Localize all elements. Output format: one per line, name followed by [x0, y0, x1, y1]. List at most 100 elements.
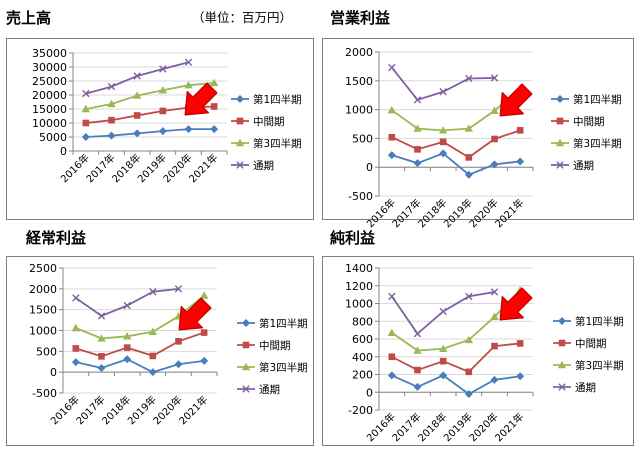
legend-label-q3-operating-profit: 第3四半期 — [573, 137, 622, 150]
legend-label-full-sales: 通期 — [253, 160, 274, 172]
ytick-label-ordinary-profit: 1500 — [29, 304, 57, 317]
legend-swatch-marker-q3-sales — [235, 138, 245, 147]
data-point-full-net-profit — [465, 292, 473, 301]
series-q3-sales — [81, 78, 219, 113]
data-point-q1-sales — [81, 133, 90, 141]
series-line-full-operating-profit — [391, 66, 495, 101]
data-point-q1-operating-profit — [413, 159, 422, 168]
data-point-q1-net-profit — [439, 371, 448, 380]
series-full-operating-profit — [388, 63, 499, 104]
data-point-q1-ordinary-profit — [123, 355, 132, 364]
data-point-interim-operating-profit — [439, 138, 447, 146]
data-point-interim-ordinary-profit — [200, 329, 208, 336]
data-point-full-operating-profit — [439, 88, 447, 96]
legend-label-q1-net-profit: 第1四半期 — [575, 315, 624, 328]
data-point-q3-operating-profit — [438, 126, 448, 134]
data-point-q1-operating-profit — [464, 170, 473, 179]
data-point-q3-ordinary-profit — [97, 334, 106, 342]
data-point-interim-sales — [133, 112, 141, 119]
legend-item-interim-net-profit: 中間期 — [553, 337, 607, 350]
data-point-q1-net-profit — [490, 375, 499, 384]
data-point-full-operating-profit — [490, 74, 499, 82]
data-point-q3-net-profit — [438, 344, 448, 352]
legend-label-q1-operating-profit: 第1四半期 — [573, 93, 622, 106]
series-q3-net-profit — [387, 285, 525, 354]
data-point-q3-net-profit — [464, 335, 474, 344]
legend-label-q1-sales: 第1四半期 — [253, 93, 302, 106]
ytick-label-sales: 5000 — [39, 131, 67, 144]
data-point-interim-net-profit — [491, 342, 498, 350]
data-point-q3-sales — [81, 104, 91, 113]
series-line-full-ordinary-profit — [75, 287, 179, 317]
data-point-full-sales — [159, 65, 167, 73]
chart-svg-net-profit: -20002004006008001000120014002016年2017年2… — [345, 262, 624, 444]
legend-item-full-net-profit: 通期 — [553, 382, 596, 394]
data-point-q3-ordinary-profit — [122, 332, 132, 340]
data-point-q1-sales — [158, 127, 167, 136]
red-arrow-icon-ordinary-profit — [178, 297, 212, 331]
data-point-q1-net-profit — [516, 372, 525, 381]
series-line-interim-net-profit — [391, 342, 521, 373]
ytick-label-operating-profit: 0 — [366, 161, 373, 174]
data-point-interim-sales — [108, 116, 115, 124]
data-point-q1-net-profit — [464, 390, 473, 399]
legend-label-interim-operating-profit: 中間期 — [573, 115, 605, 128]
series-q1-net-profit — [387, 371, 525, 399]
series-q3-operating-profit — [387, 84, 525, 134]
data-point-interim-operating-profit — [388, 133, 396, 141]
chart-svg-ordinary-profit: -500050010001500200025002016年2017年2018年2… — [29, 262, 308, 427]
chart-panel-ordinary-profit: -500 0 500 1000 1500 2000 2500 2016年 2017年 2018年 2… — [6, 256, 314, 446]
ytick-label-operating-profit: 2000 — [345, 46, 373, 59]
data-point-interim-ordinary-profit — [175, 338, 182, 345]
data-point-q3-operating-profit — [413, 124, 422, 132]
ytick-label-sales: 0 — [60, 145, 67, 158]
legend-label-q1-ordinary-profit: 第1四半期 — [259, 317, 308, 330]
series-q1-sales — [81, 125, 219, 141]
data-point-interim-net-profit — [465, 368, 473, 376]
data-point-q1-sales — [107, 131, 116, 140]
legend-swatch-marker-interim-net-profit — [558, 339, 566, 347]
legend-item-interim-operating-profit: 中間期 — [551, 115, 605, 128]
data-point-interim-net-profit — [388, 353, 396, 361]
legend-swatch-marker-interim-sales — [236, 117, 244, 125]
data-point-q3-sales — [132, 91, 142, 99]
legend-swatch-marker-q3-ordinary-profit — [241, 362, 251, 371]
chart-panel-net-profit: -200 0 200 400 600 800 1000 1200 1400 2016年 2017年 2… — [322, 256, 634, 446]
legend-swatch-marker-full-operating-profit — [556, 161, 564, 169]
data-point-q3-sales — [158, 86, 168, 94]
chart-panel-operating-profit: -500 0 500 1000 1500 2000 2016年 2017年 2018年 2019年… — [322, 38, 634, 230]
data-point-q1-operating-profit — [490, 160, 499, 169]
red-arrow-shape-sales — [184, 82, 218, 116]
ytick-label-ordinary-profit: -500 — [32, 387, 57, 400]
data-point-q1-sales — [210, 125, 219, 134]
legend-swatch-marker-q1-sales — [236, 95, 244, 103]
xtick-label-ordinary-profit: 2021年 — [176, 393, 210, 427]
chart-title-operating-profit: 営業利益 — [330, 9, 391, 27]
data-point-interim-sales — [210, 103, 218, 110]
legend-label-full-operating-profit: 通期 — [573, 160, 594, 172]
data-point-full-net-profit — [439, 307, 447, 316]
data-point-interim-net-profit — [516, 340, 524, 347]
series-interim-ordinary-profit — [72, 329, 208, 360]
chart-svg-operating-profit: -50005001000150020002016年2017年2018年2019年… — [345, 46, 622, 230]
data-point-interim-ordinary-profit — [149, 352, 157, 360]
ytick-label-operating-profit: 1500 — [345, 75, 373, 88]
ytick-label-net-profit: 400 — [352, 351, 373, 364]
series-q1-ordinary-profit — [71, 355, 209, 377]
legend-item-full-sales: 通期 — [231, 160, 274, 172]
legend-swatch-marker-full-ordinary-profit — [242, 385, 250, 393]
series-q1-operating-profit — [387, 149, 525, 179]
data-point-interim-operating-profit — [465, 154, 473, 161]
data-point-full-ordinary-profit — [123, 301, 131, 310]
legend-item-q3-operating-profit: 第3四半期 — [551, 137, 622, 150]
red-arrow-shape-ordinary-profit — [178, 297, 212, 331]
ytick-label-net-profit: -200 — [348, 404, 373, 417]
data-point-q3-sales — [107, 99, 116, 108]
ytick-label-net-profit: 0 — [366, 386, 373, 399]
ytick-label-sales: 30000 — [32, 61, 67, 74]
data-point-interim-ordinary-profit — [72, 345, 80, 352]
data-point-interim-operating-profit — [491, 135, 498, 143]
data-point-interim-sales — [82, 119, 90, 127]
data-point-full-sales — [184, 58, 193, 66]
series-line-q3-sales — [85, 82, 215, 110]
